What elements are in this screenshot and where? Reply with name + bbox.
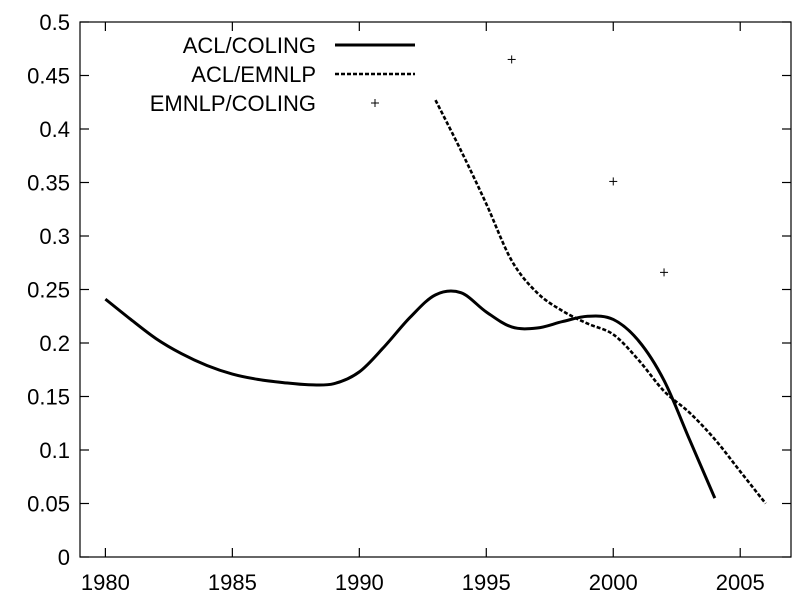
- x-tick-label: 2000: [589, 570, 638, 595]
- y-tick-label: 0.4: [39, 117, 70, 142]
- y-tick-label: 0.35: [27, 171, 70, 196]
- x-tick-label: 1980: [81, 570, 130, 595]
- data-point-marker: [660, 268, 669, 277]
- legend-label: ACL/COLING: [183, 33, 316, 58]
- series-line-acl-coling: [104, 289, 717, 499]
- y-tick-label: 0.25: [27, 278, 70, 303]
- legend: ACL/COLING ACL/EMNLP EMNLP/COLING: [150, 33, 415, 116]
- y-tick-label: 0.05: [27, 492, 70, 517]
- axis-ticks: [80, 21, 791, 558]
- y-tick-label: 0: [58, 545, 70, 570]
- series-line-acl-emnlp: [434, 99, 767, 505]
- y-tick-label: 0.15: [27, 385, 70, 410]
- legend-label: EMNLP/COLING: [150, 91, 316, 116]
- y-tick-label: 0.45: [27, 64, 70, 89]
- y-tick-label: 0.3: [39, 224, 70, 249]
- data-point-marker: [507, 55, 516, 64]
- x-tick-label: 1995: [462, 570, 511, 595]
- legend-label: ACL/EMNLP: [191, 62, 316, 87]
- data-point-marker: [609, 177, 618, 186]
- y-tick-label: 0.5: [39, 10, 70, 35]
- x-tick-label: 1985: [208, 570, 257, 595]
- legend-marker-sample: [371, 99, 379, 107]
- series-layer: [104, 55, 767, 505]
- x-tick-label: 2005: [716, 570, 765, 595]
- y-tick-label: 0.2: [39, 331, 70, 356]
- y-tick-label: 0.1: [39, 438, 70, 463]
- x-tick-label: 1990: [335, 570, 384, 595]
- axis-tick-labels: 0 0.05 0.1 0.15 0.2 0.25 0.3 0.35 0.4 0.45 0.5 1980…: [27, 10, 765, 595]
